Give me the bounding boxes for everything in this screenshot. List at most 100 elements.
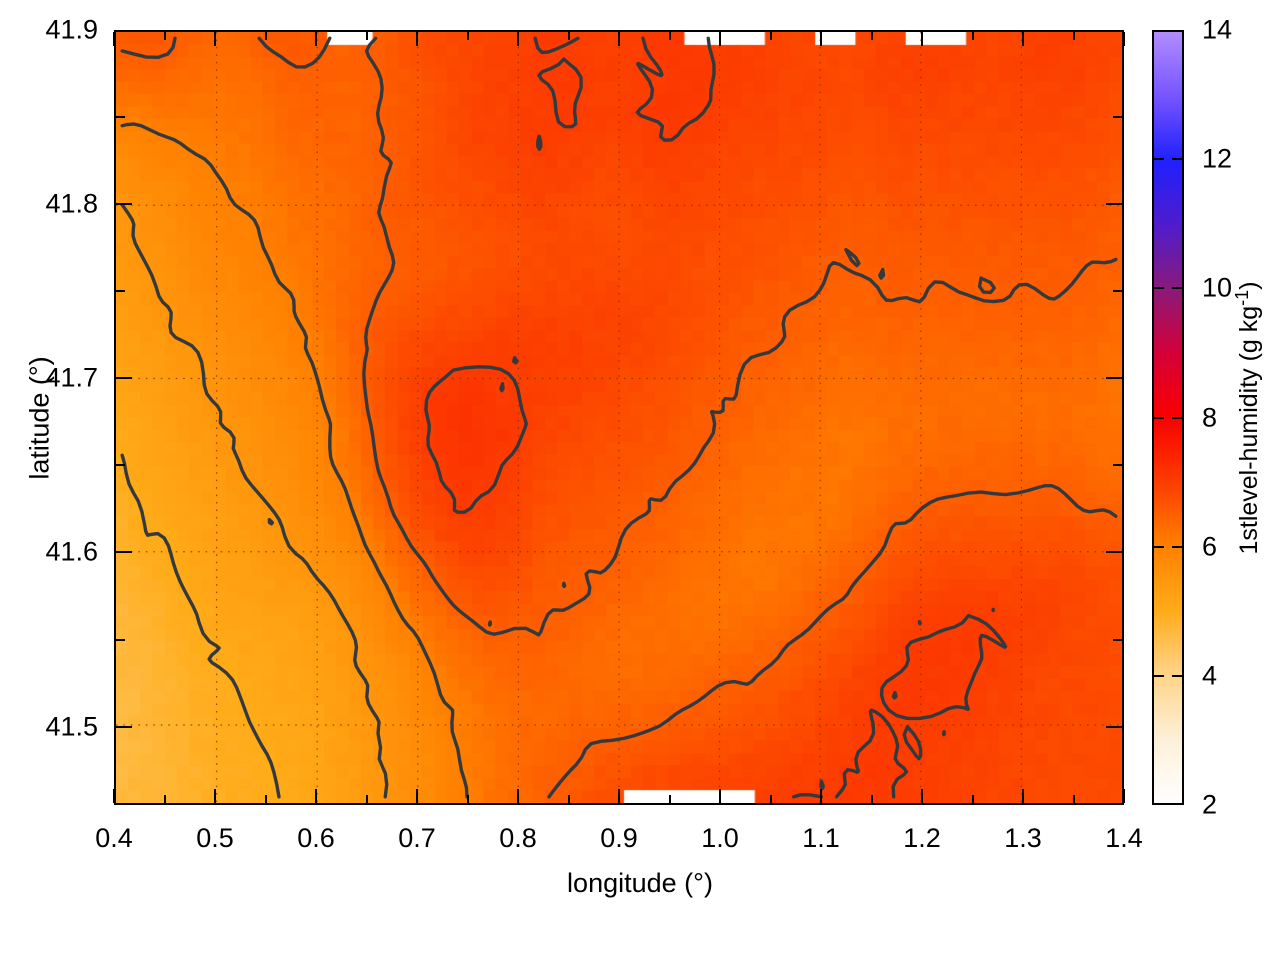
tick-mark <box>365 795 368 803</box>
tick-mark <box>1106 377 1122 380</box>
tick-mark <box>921 32 923 46</box>
tick-mark <box>1072 795 1075 803</box>
tick-mark <box>870 32 873 40</box>
colorbar-title: 1stlevel-humidity (g kg-1) <box>1232 281 1264 554</box>
colorbar-tick-mark <box>1172 158 1182 161</box>
colorbar-title-exponent: -1 <box>1231 289 1252 306</box>
tick-mark <box>517 789 519 803</box>
tick-mark <box>1106 725 1122 728</box>
y-tick-label: 41.9 <box>45 14 98 45</box>
colorbar-title-text: 1stlevel-humidity (g kg <box>1235 305 1264 555</box>
tick-mark <box>416 789 418 803</box>
colorbar-tick-mark <box>1154 287 1164 290</box>
tick-mark <box>466 32 469 40</box>
colorbar-tick-label: 6 <box>1202 531 1218 562</box>
tick-mark <box>116 464 125 467</box>
y-axis-title: latitude (°) <box>24 356 55 480</box>
colorbar-tick-mark <box>1172 416 1182 419</box>
tick-mark <box>264 32 267 40</box>
tick-mark <box>113 32 115 46</box>
tick-mark <box>1123 32 1125 46</box>
tick-mark <box>163 32 166 40</box>
tick-mark <box>668 32 671 40</box>
x-tick-label: 0.8 <box>499 823 537 853</box>
colorbar-tick-mark <box>1172 674 1182 677</box>
tick-mark <box>1113 464 1122 467</box>
tick-mark <box>618 32 620 46</box>
tick-mark <box>1072 32 1075 40</box>
tick-mark <box>567 32 570 40</box>
colorbar-title-tail: ) <box>1235 281 1264 290</box>
tick-mark <box>113 789 115 803</box>
colorbar-tick-mark <box>1154 545 1164 548</box>
tick-mark <box>214 789 216 803</box>
tick-mark <box>769 32 772 40</box>
tick-mark <box>1113 116 1122 119</box>
tick-mark <box>116 725 132 728</box>
tick-mark <box>668 795 671 803</box>
tick-mark <box>163 795 166 803</box>
tick-mark <box>1022 32 1024 46</box>
tick-mark <box>921 789 923 803</box>
plot-area <box>114 30 1124 805</box>
colorbar-tick-label: 2 <box>1202 789 1218 820</box>
tick-mark <box>416 32 418 46</box>
x-tick-label: 1.2 <box>903 823 941 853</box>
tick-mark <box>567 795 570 803</box>
tick-mark <box>517 32 519 46</box>
x-tick-label: 1.1 <box>802 823 840 853</box>
tick-mark <box>116 638 125 641</box>
x-tick-label: 0.5 <box>196 823 234 853</box>
y-tick-label: 41.8 <box>45 188 98 219</box>
tick-mark <box>618 789 620 803</box>
colorbar-tick-mark <box>1154 158 1164 161</box>
colorbar-tick-label: 8 <box>1202 402 1218 432</box>
tick-mark <box>820 789 822 803</box>
tick-mark <box>1106 551 1122 554</box>
tick-mark <box>116 290 125 293</box>
y-tick-label: 41.7 <box>45 362 98 393</box>
x-tick-label: 1.3 <box>1004 823 1042 853</box>
y-tick-label: 41.5 <box>45 711 98 742</box>
x-tick-label: 0.7 <box>398 823 436 853</box>
colorbar-tick-label: 10 <box>1202 272 1233 303</box>
tick-mark <box>971 795 974 803</box>
x-axis-title: longitude (°) <box>567 868 713 898</box>
colorbar-tick-label: 14 <box>1202 14 1233 45</box>
tick-mark <box>870 795 873 803</box>
tick-mark <box>1106 203 1122 206</box>
tick-mark <box>1113 290 1122 293</box>
contour-overlay <box>116 32 1122 803</box>
tick-mark <box>214 32 216 46</box>
x-tick-label: 1.0 <box>701 823 739 853</box>
x-tick-label: 1.4 <box>1105 823 1143 853</box>
tick-mark <box>365 32 368 40</box>
tick-mark <box>116 551 132 554</box>
tick-mark <box>1123 789 1125 803</box>
y-tick-label: 41.6 <box>45 536 98 567</box>
tick-mark <box>971 32 974 40</box>
colorbar-tick-label: 4 <box>1202 660 1218 691</box>
tick-mark <box>1113 638 1122 641</box>
colorbar-tick-label: 12 <box>1202 143 1233 174</box>
colorbar-tick-mark <box>1172 287 1182 290</box>
tick-mark <box>466 795 469 803</box>
colorbar-tick-mark <box>1172 545 1182 548</box>
x-tick-label: 0.6 <box>297 823 335 853</box>
colorbar-tick-mark <box>1154 674 1164 677</box>
tick-mark <box>116 377 132 380</box>
tick-mark <box>315 32 317 46</box>
tick-mark <box>315 789 317 803</box>
tick-mark <box>264 795 267 803</box>
tick-mark <box>116 203 132 206</box>
x-tick-label: 0.9 <box>600 823 638 853</box>
tick-mark <box>719 789 721 803</box>
x-tick-label: 0.4 <box>95 823 133 853</box>
tick-mark <box>1022 789 1024 803</box>
colorbar-tick-mark <box>1154 416 1164 419</box>
tick-mark <box>769 795 772 803</box>
tick-mark <box>116 116 125 119</box>
tick-mark <box>719 32 721 46</box>
tick-mark <box>820 32 822 46</box>
